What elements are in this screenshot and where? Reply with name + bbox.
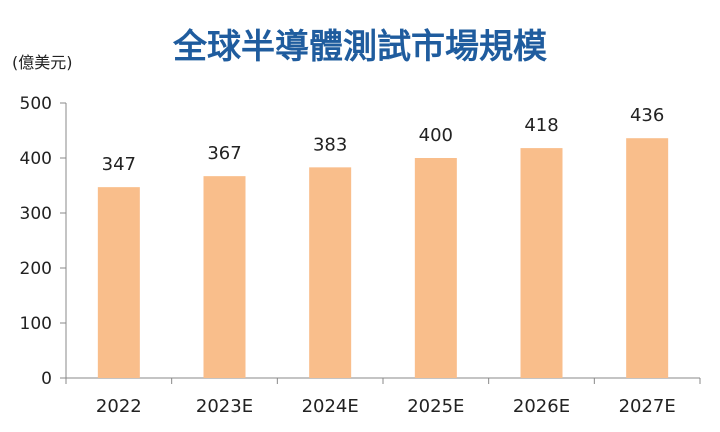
data-label: 347 — [102, 154, 136, 175]
x-axis-ticks: 2022 2023E 2024E 2025E 2026E 2027E — [65, 378, 701, 417]
data-label: 367 — [207, 143, 241, 164]
x-tick-label: 2026E — [513, 396, 570, 417]
bar-2026E — [520, 148, 563, 378]
bars: 347 367 383 400 418 436 — [97, 105, 669, 378]
data-label: 418 — [524, 115, 558, 136]
x-tick-label: 2027E — [619, 396, 676, 417]
x-tick-label: 2025E — [407, 396, 464, 417]
y-tick-label: 400 — [20, 149, 52, 169]
chart-title: 全球半導體測試市場規模 — [172, 27, 547, 67]
y-tick-label: 200 — [20, 259, 52, 279]
data-label: 383 — [313, 134, 347, 155]
y-axis-ticks: 0 100 200 300 400 500 — [20, 94, 66, 389]
y-tick-label: 500 — [20, 94, 52, 114]
bar-2023E — [203, 176, 246, 378]
bar-2022 — [97, 187, 140, 378]
y-tick-label: 0 — [41, 369, 52, 389]
x-tick-label: 2022 — [96, 396, 142, 417]
x-tick-label: 2023E — [196, 396, 253, 417]
y-unit-label: (億美元) — [12, 53, 73, 72]
x-tick-label: 2024E — [302, 396, 359, 417]
bar-2025E — [414, 158, 457, 378]
y-tick-label: 100 — [20, 314, 52, 334]
bar-2024E — [309, 167, 352, 378]
y-tick-label: 300 — [20, 204, 52, 224]
bar-2027E — [626, 138, 669, 378]
data-label: 436 — [630, 105, 664, 126]
data-label: 400 — [419, 125, 453, 146]
